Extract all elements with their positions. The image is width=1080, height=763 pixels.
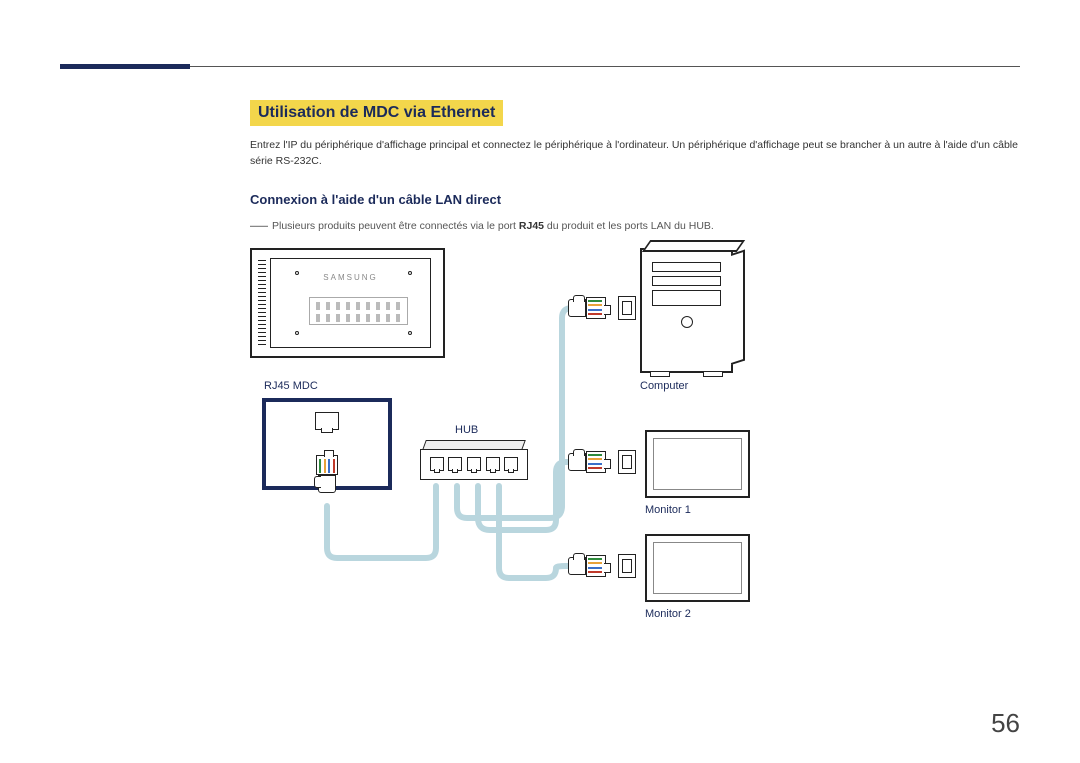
network-hub — [420, 440, 528, 480]
rj45-label: RJ45 MDC — [264, 380, 318, 392]
wire — [319, 459, 321, 473]
rj45-port-icon — [315, 412, 339, 430]
cable-panel-hub — [327, 486, 436, 558]
screw-icon — [295, 331, 299, 335]
note-text: ― Plusieurs produits peuvent être connect… — [250, 215, 1020, 236]
computer-label: Computer — [640, 380, 688, 392]
monitor2-label: Monitor 2 — [645, 608, 691, 620]
header-accent — [60, 64, 190, 69]
manual-page: Utilisation de MDC via Ethernet Entrez l… — [0, 0, 1080, 763]
monitor-1 — [645, 430, 750, 498]
section-title: Utilisation de MDC via Ethernet — [250, 100, 503, 126]
lan-jack-icon — [618, 296, 636, 320]
vent-slots — [258, 260, 266, 346]
display-back-panel: SAMSUNG — [250, 248, 445, 358]
rj45-plug-icon — [568, 554, 614, 578]
lan-jack-icon — [618, 554, 636, 578]
note-dash-icon: ― — [250, 215, 268, 235]
connector-plate — [309, 297, 408, 325]
rj45-plug-icon — [315, 447, 339, 493]
screw-icon — [295, 271, 299, 275]
intro-text: Entrez l'IP du périphérique d'affichage … — [250, 138, 1020, 170]
monitor1-label: Monitor 1 — [645, 504, 691, 516]
screw-icon — [408, 331, 412, 335]
hub-port-icon — [448, 457, 462, 471]
note-pre: Plusieurs produits peuvent être connecté… — [272, 220, 519, 232]
note-bold: RJ45 — [519, 220, 544, 232]
hub-port-icon — [486, 457, 500, 471]
hub-label: HUB — [455, 424, 478, 436]
header-rule — [60, 66, 1020, 67]
monitor-2 — [645, 534, 750, 602]
brand-text: SAMSUNG — [323, 273, 377, 282]
power-button-icon — [681, 316, 693, 328]
port-row — [316, 302, 401, 310]
subsection-title: Connexion à l'aide d'un câble LAN direct — [250, 192, 1020, 207]
rj45-plug-icon — [568, 296, 614, 320]
rj45-plug-icon — [568, 450, 614, 474]
panel-inset: SAMSUNG — [270, 258, 431, 348]
port-row — [316, 314, 401, 322]
note-post: du produit et les ports LAN du HUB. — [544, 220, 714, 232]
lan-jack-icon — [618, 450, 636, 474]
connection-diagram: SAMSUNG RJ45 MDC — [250, 248, 790, 648]
hub-port-icon — [430, 457, 444, 471]
page-content: Utilisation de MDC via Ethernet Entrez l… — [250, 100, 1020, 648]
hub-port-icon — [467, 457, 481, 471]
screw-icon — [408, 271, 412, 275]
page-number: 56 — [991, 708, 1020, 739]
hub-port-icon — [504, 457, 518, 471]
computer-tower — [640, 248, 733, 373]
